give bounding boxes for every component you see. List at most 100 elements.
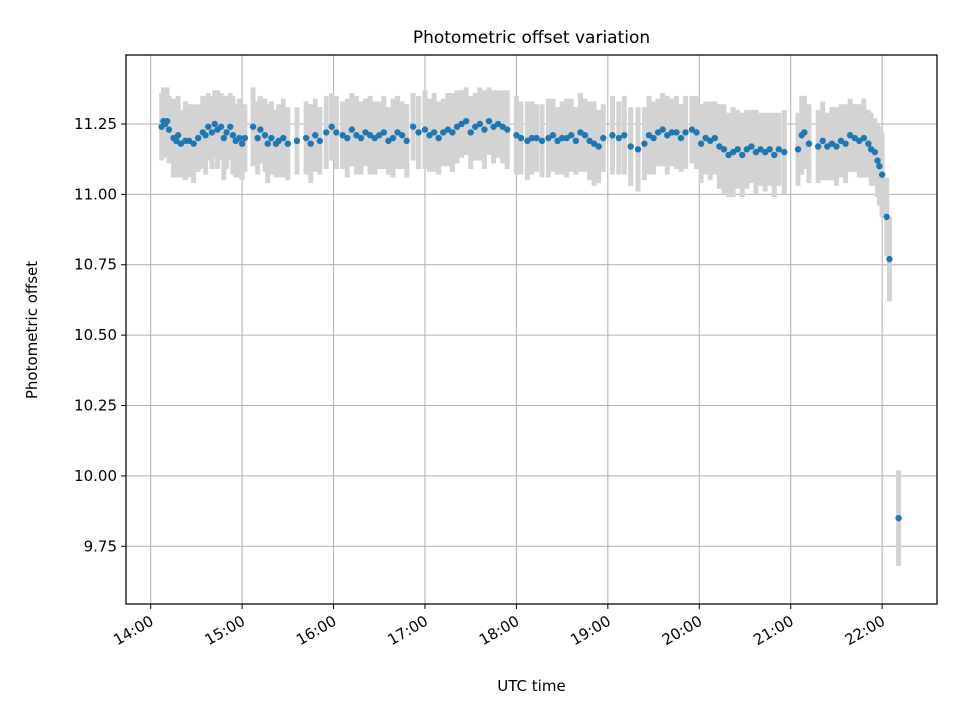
data-point — [426, 132, 433, 139]
data-point — [257, 126, 264, 133]
y-axis: 9.75 10.00 10.25 10.50 10.75 11.00 11.25 — [74, 115, 126, 555]
data-point — [871, 148, 879, 156]
data-point — [590, 140, 598, 147]
x-tick-label: 14:00 — [110, 612, 156, 649]
data-point — [757, 146, 764, 153]
data-point — [302, 134, 310, 142]
data-point — [316, 137, 324, 145]
data-point — [173, 137, 180, 145]
data-point — [734, 146, 741, 153]
data-points — [158, 117, 902, 522]
data-point — [490, 123, 497, 130]
data-point — [208, 129, 216, 136]
data-point — [398, 132, 406, 139]
data-point — [725, 151, 732, 159]
y-tick-label: 10.50 — [74, 326, 117, 344]
data-point — [874, 157, 881, 164]
data-point — [249, 123, 257, 130]
x-tick-label: 15:00 — [202, 612, 248, 649]
data-point — [645, 132, 653, 139]
data-point — [165, 126, 173, 133]
data-point — [517, 134, 525, 142]
data-point — [860, 134, 868, 142]
data-point — [878, 171, 886, 178]
data-point — [238, 140, 246, 147]
data-point — [814, 143, 822, 150]
data-point — [504, 126, 511, 133]
data-point — [223, 129, 230, 136]
data-point — [430, 129, 438, 136]
data-point — [353, 132, 360, 139]
data-point — [634, 146, 642, 153]
x-tick-label: 18:00 — [476, 612, 522, 649]
data-point — [895, 514, 902, 522]
data-point — [545, 134, 552, 142]
data-point — [650, 134, 657, 142]
data-point — [362, 129, 369, 136]
x-tick-label: 22:00 — [842, 612, 888, 649]
data-point — [577, 129, 584, 136]
data-point — [824, 143, 831, 150]
data-point — [312, 132, 319, 139]
data-point — [716, 143, 723, 150]
data-point — [389, 134, 397, 142]
data-point — [865, 140, 872, 147]
data-point — [307, 140, 314, 147]
data-point — [775, 146, 783, 153]
y-tick-label: 9.75 — [84, 537, 117, 555]
data-point — [609, 132, 616, 139]
data-point — [600, 134, 607, 142]
data-point — [748, 143, 755, 150]
data-point — [682, 129, 689, 136]
data-point — [876, 163, 883, 170]
data-point — [440, 129, 447, 136]
data-point — [752, 148, 760, 156]
data-point — [794, 146, 802, 153]
data-point — [846, 132, 854, 139]
x-tick-label: 19:00 — [567, 612, 613, 649]
data-point — [435, 134, 442, 142]
data-point — [476, 120, 484, 128]
plot-frame — [125, 54, 938, 605]
data-point — [190, 140, 197, 147]
data-point — [195, 134, 202, 142]
data-point — [293, 137, 301, 145]
data-point — [615, 134, 623, 142]
data-point — [415, 129, 422, 136]
data-point — [421, 126, 429, 133]
data-point — [572, 137, 580, 145]
data-point — [739, 151, 746, 159]
data-point — [385, 137, 392, 145]
data-point — [883, 213, 890, 221]
data-point — [211, 120, 218, 128]
data-point — [837, 137, 845, 145]
data-point — [481, 126, 488, 133]
data-point — [664, 132, 671, 139]
data-point — [227, 123, 234, 130]
chart-title: Photometric offset variation — [413, 28, 650, 48]
x-tick-label: 17:00 — [385, 612, 431, 649]
data-point — [462, 117, 470, 125]
data-point — [627, 143, 634, 150]
data-point — [693, 129, 700, 136]
data-point — [444, 126, 452, 133]
data-point — [513, 132, 520, 139]
data-point — [371, 134, 378, 142]
data-point — [254, 134, 261, 142]
data-point — [236, 134, 243, 142]
y-tick-label: 10.25 — [74, 397, 117, 415]
data-point — [558, 134, 566, 142]
data-point — [339, 132, 346, 139]
data-point — [533, 134, 540, 142]
data-point — [688, 126, 696, 133]
data-point — [205, 123, 212, 130]
data-point — [275, 137, 282, 145]
data-point — [851, 134, 858, 142]
data-point — [781, 148, 788, 156]
data-point — [261, 132, 269, 139]
data-point — [453, 123, 461, 130]
data-point — [761, 148, 769, 156]
data-point — [366, 132, 374, 139]
x-tick-label: 20:00 — [659, 612, 705, 649]
